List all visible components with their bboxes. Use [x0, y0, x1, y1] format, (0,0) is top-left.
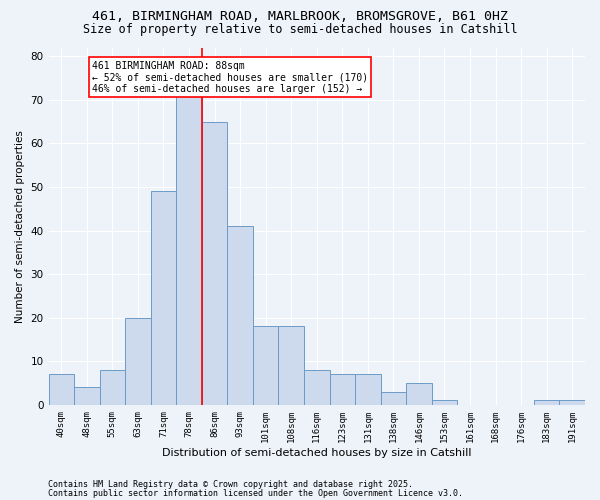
Text: Contains public sector information licensed under the Open Government Licence v3: Contains public sector information licen… — [48, 488, 463, 498]
Bar — [227, 226, 253, 405]
Bar — [151, 192, 176, 405]
Bar — [304, 370, 329, 405]
Bar — [406, 383, 432, 405]
Y-axis label: Number of semi-detached properties: Number of semi-detached properties — [15, 130, 25, 322]
Text: Size of property relative to semi-detached houses in Catshill: Size of property relative to semi-detach… — [83, 22, 517, 36]
Bar — [49, 374, 74, 405]
Bar — [278, 326, 304, 405]
Text: 461, BIRMINGHAM ROAD, MARLBROOK, BROMSGROVE, B61 0HZ: 461, BIRMINGHAM ROAD, MARLBROOK, BROMSGR… — [92, 10, 508, 23]
Bar — [432, 400, 457, 405]
Bar — [74, 388, 100, 405]
Bar — [355, 374, 380, 405]
Text: Contains HM Land Registry data © Crown copyright and database right 2025.: Contains HM Land Registry data © Crown c… — [48, 480, 413, 489]
Bar — [176, 91, 202, 405]
Bar — [534, 400, 559, 405]
Bar — [202, 122, 227, 405]
Bar — [380, 392, 406, 405]
Bar — [559, 400, 585, 405]
Text: 461 BIRMINGHAM ROAD: 88sqm
← 52% of semi-detached houses are smaller (170)
46% o: 461 BIRMINGHAM ROAD: 88sqm ← 52% of semi… — [92, 60, 368, 94]
Bar — [329, 374, 355, 405]
Bar — [100, 370, 125, 405]
X-axis label: Distribution of semi-detached houses by size in Catshill: Distribution of semi-detached houses by … — [162, 448, 472, 458]
Bar — [125, 318, 151, 405]
Bar — [253, 326, 278, 405]
